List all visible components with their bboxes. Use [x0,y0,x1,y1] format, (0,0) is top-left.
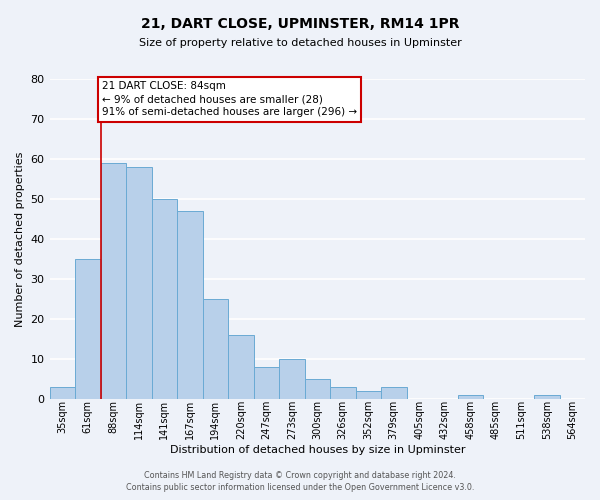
Bar [534,394,560,398]
Text: Size of property relative to detached houses in Upminster: Size of property relative to detached ho… [139,38,461,48]
Bar [356,390,381,398]
Bar [126,167,152,398]
Bar [228,334,254,398]
Bar [101,163,126,398]
Text: 21, DART CLOSE, UPMINSTER, RM14 1PR: 21, DART CLOSE, UPMINSTER, RM14 1PR [141,18,459,32]
Bar [279,358,305,399]
Text: Contains HM Land Registry data © Crown copyright and database right 2024.
Contai: Contains HM Land Registry data © Crown c… [126,471,474,492]
Bar [177,211,203,398]
X-axis label: Distribution of detached houses by size in Upminster: Distribution of detached houses by size … [170,445,465,455]
Bar [50,386,75,398]
Bar [75,259,101,398]
Bar [458,394,483,398]
Bar [203,299,228,398]
Text: 21 DART CLOSE: 84sqm
← 9% of detached houses are smaller (28)
91% of semi-detach: 21 DART CLOSE: 84sqm ← 9% of detached ho… [102,81,357,118]
Y-axis label: Number of detached properties: Number of detached properties [15,151,25,326]
Bar [152,199,177,398]
Bar [381,386,407,398]
Bar [254,366,279,398]
Bar [305,378,330,398]
Bar [330,386,356,398]
